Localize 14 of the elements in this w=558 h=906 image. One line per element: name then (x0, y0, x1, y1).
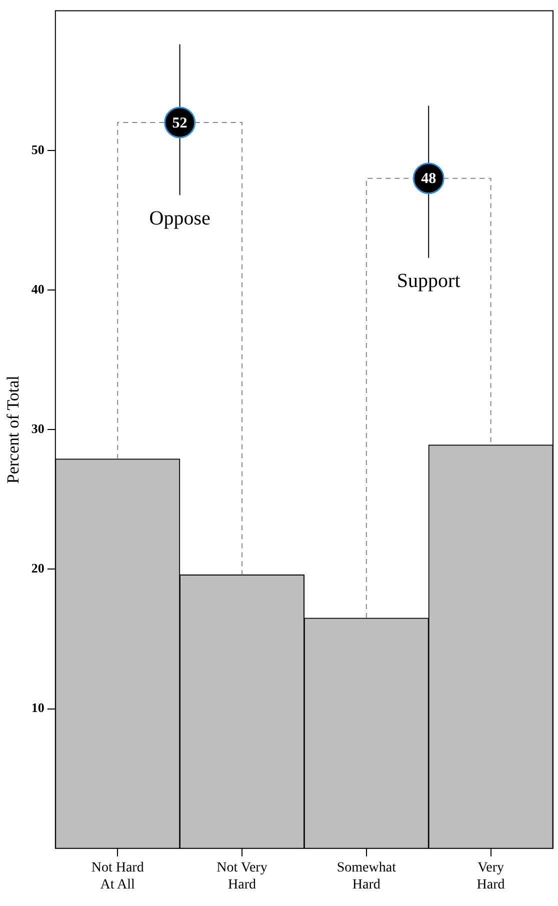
data-label: 52 (172, 115, 188, 132)
annotation: Oppose (149, 207, 210, 230)
x-tick-label: Not Very Hard (216, 860, 268, 892)
x-tick-label: Not Hard At All (91, 860, 144, 892)
y-tick-label: 30 (31, 420, 44, 436)
data-label: 48 (421, 171, 436, 188)
x-tick-label: Somewhat Hard (336, 860, 396, 892)
y-tick-label: 40 (31, 281, 44, 296)
y-tick-label: 20 (31, 560, 44, 576)
annotation: Support (396, 270, 461, 292)
y-tick-label: 10 (31, 700, 44, 716)
x-tick-label: Very Hard (476, 860, 505, 892)
y-axis-title: Percent of Total (4, 375, 23, 484)
y-tick-label: 50 (31, 142, 44, 157)
